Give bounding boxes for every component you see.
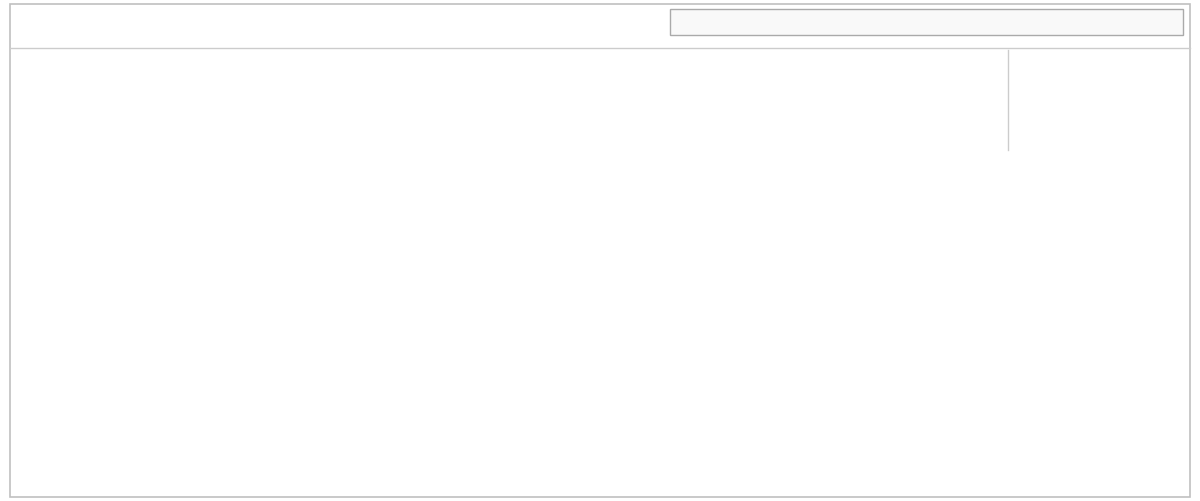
Text: Peak value: 1.94M: Peak value: 1.94M [1018,61,1156,74]
Text: Threshold limit: 1.00M: Threshold limit: 1.00M [1018,76,1166,89]
Text: ▦: ▦ [679,16,691,29]
Legend: InnoDB History List Length, Medium severity, Trx Rseg History Length: InnoDB History List Length, Medium sever… [282,471,816,494]
X-axis label: Time (UTC): Time (UTC) [510,444,588,457]
Text: 2023-12-04T14:52:30-06:00 — 2023-12-04T19:14:30-06:00: 2023-12-04T14:52:30-06:00 — 2023-12-04T1… [696,17,1027,27]
Y-axis label: Records: Records [29,261,42,318]
Bar [336,155,869,423]
Text: InnoDB History List Length (in records): InnoDB History List Length (in records) [24,56,349,71]
Text: about history list and undo logs in MySQL, see: about history list and undo logs in MySQ… [24,93,266,103]
Text: Metrics: Metrics [24,15,106,34]
Text: shutdown performance degrades when the list length nears 1M. To view a clearer d: shutdown performance degrades when the l… [24,82,952,92]
Text: A list of the undo log pages for committed transactions. The InnoDB transaction : A list of the undo log pages for committ… [24,71,932,81]
Text: Purge in the MySQL reference manual: Purge in the MySQL reference manual [101,93,298,103]
